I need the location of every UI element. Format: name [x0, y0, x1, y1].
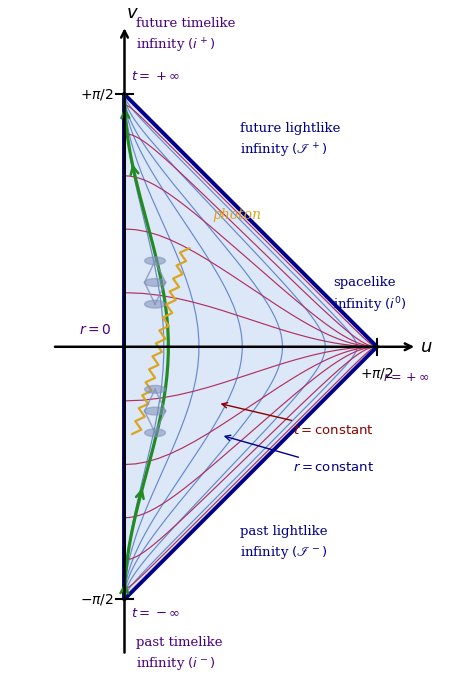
- Ellipse shape: [145, 300, 165, 308]
- Text: future timelike
infinity $(i^+)$: future timelike infinity $(i^+)$: [136, 17, 235, 55]
- Text: $t = +\infty$: $t = +\infty$: [131, 70, 180, 83]
- Text: $v$: $v$: [126, 4, 139, 22]
- Text: $u$: $u$: [420, 338, 433, 356]
- Text: $+\pi/2$: $+\pi/2$: [80, 87, 113, 102]
- Ellipse shape: [145, 407, 165, 415]
- Text: $t = -\infty$: $t = -\infty$: [131, 607, 180, 620]
- Text: $r = \mathrm{constant}$: $r = \mathrm{constant}$: [225, 435, 374, 474]
- Text: $r = 0$: $r = 0$: [79, 323, 112, 337]
- Text: $+\pi/2$: $+\pi/2$: [360, 366, 394, 381]
- Text: past timelike
infinity $(i^-)$: past timelike infinity $(i^-)$: [136, 636, 222, 672]
- Ellipse shape: [145, 278, 165, 286]
- Text: $r = +\infty$: $r = +\infty$: [383, 371, 430, 384]
- Text: past lightlike
infinity $(\mathscr{I}^-)$: past lightlike infinity $(\mathscr{I}^-)…: [240, 525, 328, 561]
- Polygon shape: [125, 94, 377, 599]
- Ellipse shape: [145, 257, 165, 265]
- Text: $t = \mathrm{constant}$: $t = \mathrm{constant}$: [222, 402, 374, 437]
- Text: future lightlike
infinity $(\mathscr{I}^+)$: future lightlike infinity $(\mathscr{I}^…: [240, 122, 341, 160]
- Text: $-\pi/2$: $-\pi/2$: [80, 592, 113, 607]
- Text: photon: photon: [213, 208, 262, 222]
- Ellipse shape: [145, 429, 165, 436]
- Ellipse shape: [145, 385, 165, 394]
- Text: spacelike
infinity $(i^0)$: spacelike infinity $(i^0)$: [333, 276, 407, 315]
